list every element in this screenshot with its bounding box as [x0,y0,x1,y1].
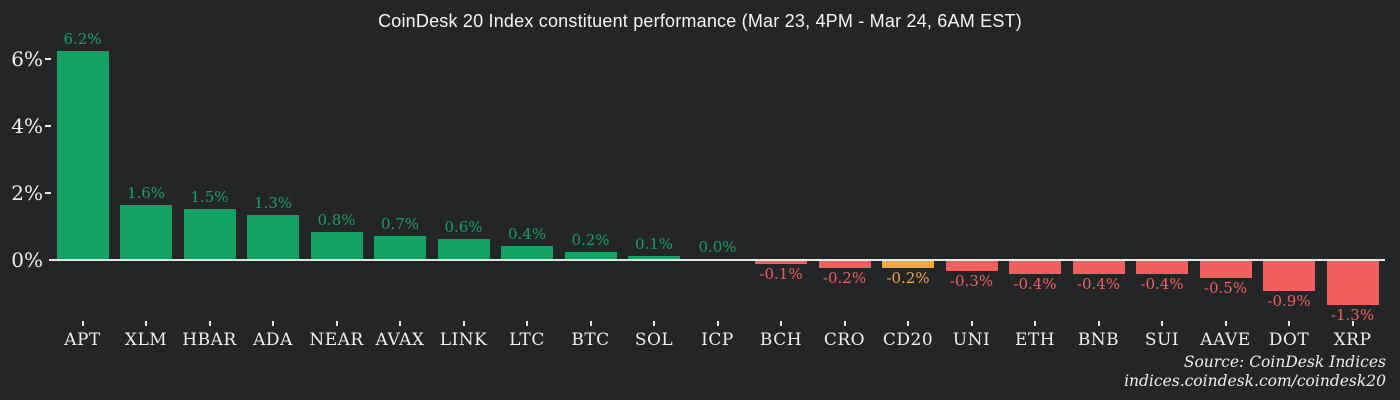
x-axis-tick [1034,321,1036,326]
x-axis-tick [716,321,719,326]
x-axis-label-btc: BTC [571,330,610,350]
x-axis-tick [589,321,592,326]
x-axis-label-ada: ADA [253,330,293,350]
bar-bnb [1072,261,1125,275]
y-axis-tick [45,192,51,194]
x-axis-tick [399,321,401,326]
bar-value-label: 0.8% [317,211,356,230]
x-axis-label-near: NEAR [309,330,364,350]
bar-value-label: 0.7% [380,214,420,233]
bar-value-label: -0.2% [822,268,867,287]
x-axis-label-bch: BCH [759,330,803,350]
x-axis-label-avax: AVAX [375,330,425,350]
x-axis-tick [272,321,274,326]
x-axis-label-sui: SUI [1144,330,1180,350]
x-axis-label-uni: UNI [952,330,991,350]
bar-link [437,238,490,259]
bar-sol [628,255,680,259]
bar-xrp [1326,261,1379,305]
x-axis-tick [970,321,973,326]
bar-ltc [501,245,553,259]
bar-value-label: 1.6% [126,184,166,203]
bar-value-label: -1.3% [1330,305,1375,324]
bar-value-label: -0.3% [949,272,994,291]
x-axis-label-hbar: HBAR [182,330,237,350]
x-axis-tick [843,321,846,326]
x-axis-label-dot: DOT [1268,330,1310,350]
bar-eth [1009,261,1061,275]
x-axis-label-icp: ICP [701,330,734,350]
x-axis-tick [335,321,338,326]
bar-avax [374,235,426,259]
bar-value-label: -0.2% [886,268,930,287]
x-axis-label-xrp: XRP [1333,330,1372,350]
bar-sui [1136,261,1188,275]
x-axis-label-cd20: CD20 [882,330,934,350]
x-axis-tick [208,321,211,326]
x-axis-tick [1351,321,1354,326]
bar-apt [56,51,109,259]
x-axis-label-bnb: BNB [1077,330,1120,350]
x-axis-tick [780,321,782,326]
bar-dot [1263,261,1315,292]
x-axis-line [49,259,1385,261]
bar-cd20 [882,261,934,268]
bar-value-label: -0.4% [1140,275,1184,294]
bar-value-label: 0.4% [507,224,547,243]
x-axis-tick [1161,321,1163,326]
x-axis-label-cro: CRO [823,330,866,350]
source-url: indices.coindesk.com/coindesk20 [1124,372,1386,390]
bar-bch [755,261,807,265]
x-axis-tick [907,321,909,326]
bar-value-label: 1.3% [253,194,293,213]
x-axis-label-aave: AAVE [1200,330,1251,350]
bar-value-label: -0.1% [759,265,803,284]
bar-value-label: -0.4% [1013,275,1057,294]
y-axis-label: 2% [11,181,43,205]
bar-xlm [120,205,172,259]
bar-uni [945,261,998,272]
chart-title: CoinDesk 20 Index constituent performanc… [378,11,1022,31]
bar-aave [1199,261,1252,278]
bar-value-label: -0.9% [1267,292,1311,311]
bar-ada [247,215,299,259]
y-axis-tick [45,58,51,60]
x-axis-label-link: LINK [439,330,488,350]
bar-value-label: -0.5% [1203,278,1248,297]
x-axis-label-apt: APT [64,330,101,350]
x-axis-label-sol: SOL [634,330,674,350]
bar-value-label: 1.5% [190,187,229,206]
x-axis-tick [145,321,147,326]
source-text: Source: CoinDesk Indices [1183,353,1386,371]
y-axis-label: 4% [11,114,43,138]
source-attribution: Source: CoinDesk Indices indices.coindes… [1124,353,1386,391]
x-axis-tick [653,321,655,326]
x-axis-tick [1224,321,1227,326]
bar-value-label: 0.6% [444,217,483,236]
y-axis-tick [45,125,51,127]
bar-hbar [183,208,236,259]
x-axis-tick [526,321,528,326]
y-axis-label: 0% [11,248,43,272]
x-axis-tick [462,321,465,326]
bar-btc [564,252,617,259]
x-axis-tick [81,321,84,326]
x-axis-label-eth: ETH [1014,330,1056,350]
x-axis-tick [1097,321,1100,326]
bar-cro [818,261,871,268]
x-axis-label-xlm: XLM [124,330,168,350]
bar-near [310,232,363,259]
x-axis-tick [1288,321,1290,326]
y-axis-label: 6% [11,47,43,71]
bar-value-label: 0.1% [634,234,674,253]
bar-value-label: 6.2% [63,30,102,49]
bar-value-label: 0.2% [571,231,610,250]
bar-value-label: 0.0% [698,238,737,256]
x-axis-label-ltc: LTC [509,330,545,350]
bar-value-label: -0.4% [1076,275,1121,294]
